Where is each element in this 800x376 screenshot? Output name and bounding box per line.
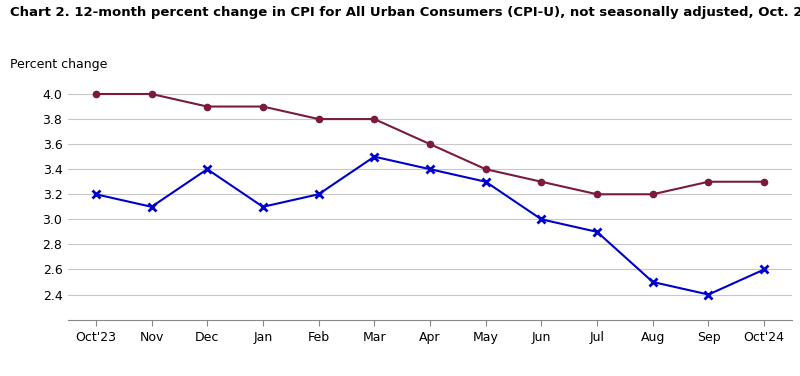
Text: Percent change: Percent change	[10, 58, 108, 71]
Text: Chart 2. 12-month percent change in CPI for All Urban Consumers (CPI-U), not sea: Chart 2. 12-month percent change in CPI …	[10, 6, 800, 19]
